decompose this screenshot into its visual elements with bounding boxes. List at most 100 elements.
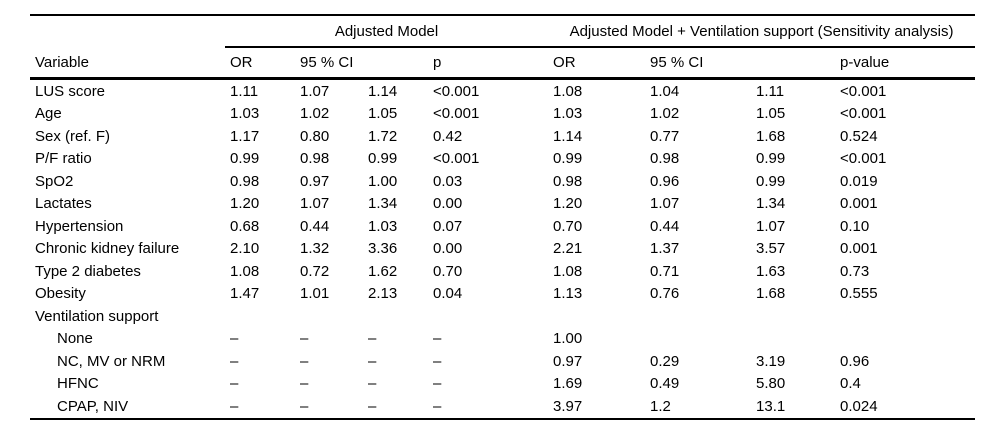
- or-1-cell: –: [225, 395, 295, 420]
- p-2-cell: 0.96: [840, 352, 870, 370]
- ci-1-upper-cell: 1.62: [368, 262, 398, 280]
- variable-cell: LUS score: [35, 82, 106, 100]
- ci-2-upper-cell: 1.68: [756, 285, 786, 303]
- or-2-cell: [548, 305, 645, 328]
- ci-2-upper-cell: 1.34: [756, 195, 786, 213]
- p-1-cell: 0.07: [433, 217, 463, 235]
- p-2-cell: 0.024: [835, 395, 976, 420]
- ci-1-upper-cell: [363, 305, 428, 328]
- ci-2-upper-cell: 0.99: [756, 172, 786, 190]
- or-2-cell: 1.03: [553, 105, 583, 123]
- p-2-cell: 0.001: [840, 195, 878, 213]
- ci-2-upper-cell: 3.19: [756, 352, 786, 370]
- ci-1-upper-cell: 1.00: [368, 172, 398, 190]
- p-2-cell: [835, 305, 975, 328]
- p-1-cell: 0.42: [433, 127, 463, 145]
- variable-cell: Type 2 diabetes: [35, 262, 141, 280]
- or-2-cell: 0.97: [553, 352, 583, 370]
- ci-1-lower-cell: 1.01: [300, 285, 330, 303]
- or-1-cell: 0.98: [230, 172, 260, 190]
- ci-1-upper-cell: 1.72: [368, 127, 398, 145]
- ci-2-upper-cell: 1.68: [756, 127, 786, 145]
- p-2-cell: 0.001: [840, 240, 878, 258]
- p-1-cell: –: [433, 375, 442, 393]
- ci-1-lower-cell: –: [295, 395, 363, 420]
- col-header-ci-2-upper: [751, 47, 836, 80]
- p-1-cell: –: [433, 352, 442, 370]
- ci-1-lower-cell: –: [300, 352, 309, 370]
- ci-1-lower-cell: [295, 305, 363, 328]
- ci-1-upper-cell: 2.13: [368, 285, 398, 303]
- ci-2-lower-cell: 0.77: [650, 127, 680, 145]
- col-header-or-1: OR: [225, 47, 295, 80]
- col-header-or-2: OR: [548, 47, 646, 80]
- p-1-cell: 0.03: [433, 172, 463, 190]
- ci-2-lower-cell: 1.37: [650, 240, 680, 258]
- p-1-cell: [428, 305, 548, 328]
- group-header-row: Adjusted Model Adjusted Model + Ventilat…: [30, 14, 976, 48]
- ci-1-lower-cell: 0.72: [300, 262, 330, 280]
- or-2-cell: 0.98: [553, 172, 583, 190]
- p-2-cell: [835, 328, 975, 351]
- p-1-cell: –: [428, 395, 549, 420]
- variable-cell: Sex (ref. F): [35, 127, 111, 145]
- ci-1-lower-cell: 0.44: [300, 217, 330, 235]
- ci-2-upper-cell: 1.05: [756, 105, 786, 123]
- p-2-cell: 0.73: [840, 262, 870, 280]
- ci-2-lower-cell: 1.2: [645, 395, 752, 420]
- ci-1-lower-cell: 0.98: [300, 150, 330, 168]
- or-1-cell: 1.11: [230, 82, 259, 100]
- variable-cell: None: [57, 330, 93, 348]
- variable-cell: Hypertension: [35, 217, 124, 235]
- ci-1-upper-cell: –: [368, 375, 377, 393]
- p-2-cell: 0.4: [840, 375, 861, 393]
- p-2-cell: <0.001: [840, 150, 887, 168]
- or-1-cell: [225, 305, 295, 328]
- ci-2-lower-cell: 1.02: [650, 105, 680, 123]
- or-2-cell: 1.13: [553, 285, 583, 303]
- table-row: Chronic kidney failure 2.10 1.32 3.36 0.…: [30, 238, 975, 261]
- ci-2-upper-cell: 3.57: [756, 240, 786, 258]
- or-2-cell: 0.99: [553, 150, 583, 168]
- ci-2-upper-cell: 13.1: [751, 395, 836, 420]
- ci-2-lower-cell: 0.96: [650, 172, 680, 190]
- ci-1-lower-cell: 0.80: [300, 127, 330, 145]
- ci-1-lower-cell: 1.07: [300, 195, 330, 213]
- p-2-cell: 0.019: [840, 172, 878, 190]
- ci-1-upper-cell: 1.34: [368, 195, 398, 213]
- or-1-cell: 1.03: [230, 105, 260, 123]
- variable-cell: Age: [35, 105, 62, 123]
- or-1-cell: –: [230, 352, 239, 370]
- ci-2-lower-cell: 0.44: [650, 217, 680, 235]
- or-1-cell: 2.10: [230, 240, 260, 258]
- p-2-cell: <0.001: [840, 105, 887, 123]
- ci-2-upper-cell: 0.99: [756, 150, 786, 168]
- ci-1-lower-cell: –: [300, 330, 309, 348]
- table-row: Age 1.03 1.02 1.05 <0.001 1.03 1.02 1.05…: [30, 103, 975, 126]
- ci-2-lower-cell: 0.98: [650, 150, 680, 168]
- p-2-cell: 0.555: [840, 285, 878, 303]
- ci-2-upper-cell: [751, 305, 835, 328]
- ci-2-lower-cell: 0.29: [650, 352, 680, 370]
- table-row: Type 2 diabetes 1.08 0.72 1.62 0.70 1.08…: [30, 260, 975, 283]
- variable-cell: Obesity: [35, 285, 86, 303]
- table-row: LUS score 1.11 1.07 1.14 <0.001 1.08 1.0…: [30, 79, 975, 103]
- group-header-sensitivity-analysis: Adjusted Model + Ventilation support (Se…: [548, 14, 976, 48]
- ci-2-lower-cell: 1.04: [650, 82, 680, 100]
- or-1-cell: 1.47: [230, 285, 260, 303]
- ci-2-lower-cell: 0.71: [650, 262, 680, 280]
- table-row: Lactates 1.20 1.07 1.34 0.00 1.20 1.07 1…: [30, 193, 975, 216]
- or-1-cell: –: [230, 330, 239, 348]
- variable-cell: SpO2: [35, 172, 74, 190]
- or-2-cell: 0.70: [553, 217, 583, 235]
- col-header-variable: Variable: [30, 47, 225, 80]
- ci-1-upper-cell: –: [363, 395, 428, 420]
- p-1-cell: <0.001: [433, 105, 480, 123]
- or-1-cell: 0.99: [230, 150, 260, 168]
- ci-1-lower-cell: 1.02: [300, 105, 330, 123]
- p-2-cell: 0.524: [840, 127, 878, 145]
- or-2-cell: 1.00: [553, 330, 583, 348]
- p-1-cell: <0.001: [433, 150, 480, 168]
- or-2-cell: 3.97: [548, 395, 646, 420]
- or-2-cell: 1.69: [553, 375, 583, 393]
